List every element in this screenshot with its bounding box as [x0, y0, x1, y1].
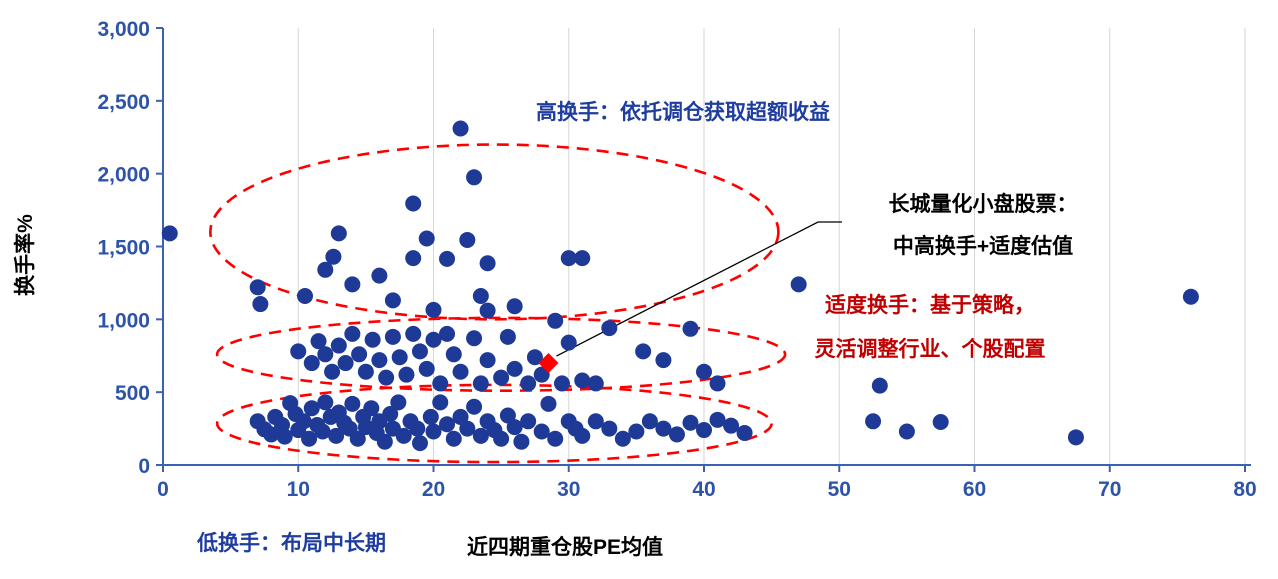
svg-text:2,500: 2,500 — [97, 91, 150, 114]
svg-text:70: 70 — [1098, 478, 1121, 501]
svg-text:500: 500 — [115, 382, 150, 405]
annotation-high-turnover: 高换手：依托调仓获取超额收益 — [536, 101, 830, 124]
annotation-low-turnover: 低换手：布局中长期 — [197, 532, 386, 555]
annotation-moderate-line2: 灵活调整行业、个股配置 — [814, 338, 1046, 361]
annotation-fund-line2: 中高换手+适度估值 — [892, 235, 1074, 258]
svg-text:50: 50 — [828, 478, 851, 501]
svg-text:0: 0 — [157, 478, 169, 501]
annotation-fund-line1: 长城量化小盘股票： — [888, 193, 1078, 216]
annotation-moderate-line1: 适度换手：基于策略， — [825, 294, 1035, 317]
svg-text:30: 30 — [557, 478, 580, 501]
svg-text:1,500: 1,500 — [97, 237, 150, 260]
x-axis-title: 近四期重仓股PE均值 — [466, 536, 663, 559]
svg-text:2,000: 2,000 — [97, 164, 150, 187]
annotation-moderate-turnover: 适度换手：基于策略， 灵活调整行业、个股配置 — [780, 284, 1080, 372]
svg-text:80: 80 — [1233, 478, 1256, 501]
annotation-fund-callout: 长城量化小盘股票： 中高换手+适度估值 — [853, 184, 1113, 268]
svg-text:1,000: 1,000 — [97, 309, 150, 332]
svg-text:10: 10 — [287, 478, 310, 501]
svg-text:3,000: 3,000 — [97, 18, 150, 41]
y-axis-title: 换手率% — [14, 214, 37, 296]
svg-text:60: 60 — [963, 478, 986, 501]
svg-text:40: 40 — [692, 478, 715, 501]
svg-text:20: 20 — [422, 478, 445, 501]
svg-text:0: 0 — [138, 455, 150, 478]
